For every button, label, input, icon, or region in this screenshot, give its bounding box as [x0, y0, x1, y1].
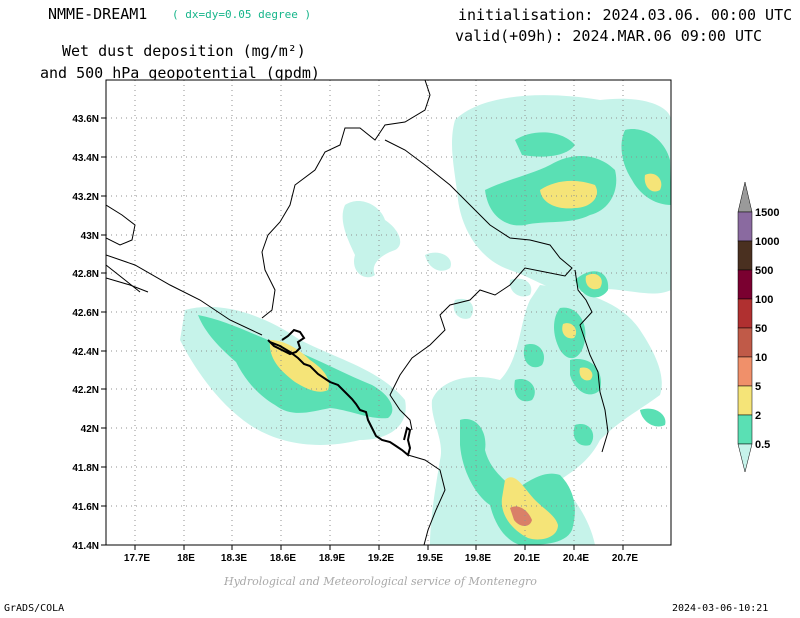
lon-label: 17.7E — [124, 553, 150, 564]
lat-label: 43N — [81, 231, 99, 242]
legend-label: 2 — [755, 410, 761, 422]
lon-label: 18.9E — [319, 553, 345, 564]
lat-label: 41.8N — [72, 463, 99, 474]
lat-label: 42.6N — [72, 308, 99, 319]
lon-label: 20.1E — [514, 553, 540, 564]
legend-label: 1000 — [755, 236, 779, 248]
resolution-note: ( dx=dy=0.05 degree ) — [172, 8, 312, 21]
legend-swatch — [737, 385, 753, 416]
lat-label: 42N — [81, 424, 99, 435]
legend-labels: 1500 1000 500 100 50 10 5 2 0.5 — [755, 207, 779, 451]
longitude-labels: 17.7E 18E 18.3E 18.6E 18.9E 19.2E 19.5E … — [124, 553, 638, 564]
lon-label: 20.7E — [612, 553, 638, 564]
software-label: GrADS/COLA — [4, 603, 65, 614]
lon-label: 19.8E — [465, 553, 491, 564]
model-name: NMME-DREAM1 — [48, 5, 148, 23]
legend-label: 10 — [755, 352, 767, 364]
credit-line: Hydrological and Meteorological service … — [224, 575, 537, 588]
legend-label: 1500 — [755, 207, 779, 219]
legend-label: 0.5 — [755, 439, 770, 451]
legend-swatch — [737, 414, 753, 445]
title-line2: and 500 hPa geopotential (gpdm) — [40, 64, 320, 82]
lon-label: 18.3E — [221, 553, 247, 564]
lat-label: 43.6N — [72, 114, 99, 125]
legend-label: 100 — [755, 294, 773, 306]
lat-label: 43.4N — [72, 153, 99, 164]
legend-swatch — [737, 298, 753, 329]
legend-label: 5 — [755, 381, 761, 393]
legend-swatch — [737, 240, 753, 271]
legend-colorbar — [737, 181, 753, 473]
boundaries — [106, 80, 609, 545]
legend-swatch — [737, 269, 753, 300]
title-line1: Wet dust deposition (mg/m²) — [62, 42, 306, 60]
timestamp: 2024-03-06-10:21 — [672, 603, 769, 614]
legend-label: 500 — [755, 265, 773, 277]
lat-label: 42.4N — [72, 347, 99, 358]
legend-swatch — [737, 327, 753, 358]
latitude-labels: 43.6N 43.4N 43.2N 43N 42.8N 42.6N 42.4N … — [72, 114, 99, 552]
lat-label: 43.2N — [72, 192, 99, 203]
legend-swatch — [737, 356, 753, 387]
lat-label: 42.2N — [72, 385, 99, 396]
lat-label: 41.6N — [72, 502, 99, 513]
coastline — [267, 328, 412, 457]
valid-time: valid(+09h): 2024.MAR.06 09:00 UTC — [455, 27, 763, 45]
init-time: initialisation: 2024.03.06. 00:00 UTC — [458, 6, 793, 24]
lat-label: 41.4N — [72, 541, 99, 552]
legend-top-arrow — [737, 181, 753, 213]
grid-lines — [106, 80, 671, 545]
tick-marks — [101, 117, 624, 550]
lon-label: 20.4E — [563, 553, 589, 564]
lat-label: 42.8N — [72, 269, 99, 280]
lon-label: 18.6E — [270, 553, 296, 564]
legend-label: 50 — [755, 323, 767, 335]
deposition-field — [180, 95, 671, 545]
legend-swatch — [737, 211, 753, 242]
lon-label: 19.2E — [368, 553, 394, 564]
lon-label: 19.5E — [417, 553, 443, 564]
legend-bottom-arrow — [737, 443, 753, 473]
lon-label: 18E — [177, 553, 195, 564]
